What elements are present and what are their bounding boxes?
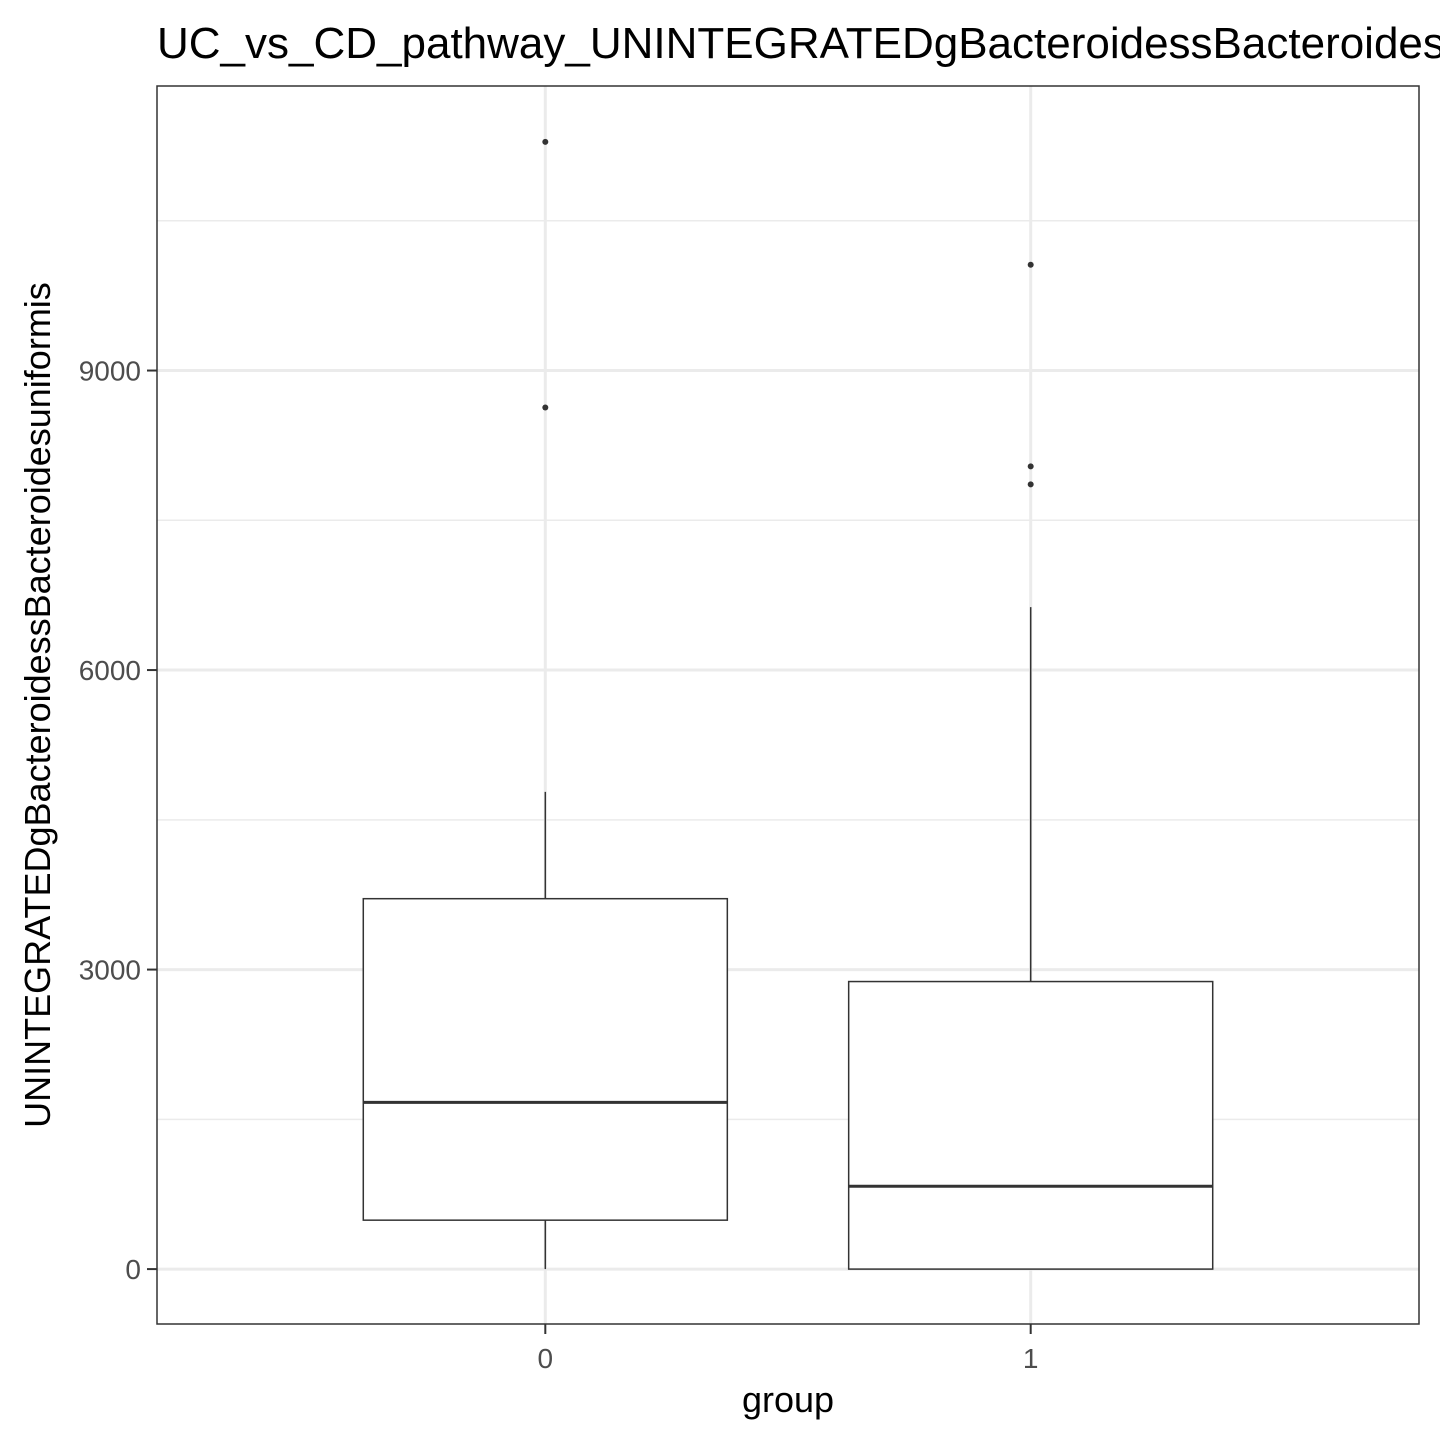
box-group-0 (362, 138, 729, 1270)
box-group-1 (847, 261, 1214, 1270)
outlier-point (1027, 261, 1034, 268)
x-tick-label: 0 (538, 1343, 554, 1374)
axes: 0 3000 6000 9000 0 1 (79, 356, 1039, 1374)
box-iqr (362, 897, 729, 1221)
outlier-point (1027, 481, 1034, 488)
chart-title: UC_vs_CD_pathway_UNINTEGRATEDgBacteroide… (157, 19, 1440, 68)
x-tick-label: 1 (1023, 1343, 1039, 1374)
grid-lines (157, 86, 1419, 1324)
box-iqr (847, 980, 1214, 1270)
outlier-point (542, 138, 549, 145)
y-tick-label: 6000 (79, 655, 141, 686)
outlier-point (542, 404, 549, 411)
panel-border (156, 85, 1420, 1325)
y-axis-title: UNINTEGRATEDgBacteroidessBacteroidesunif… (17, 282, 58, 1128)
x-axis-title: group (742, 1379, 834, 1420)
box-layer (362, 138, 1214, 1270)
y-tick-label: 3000 (79, 955, 141, 986)
y-tick-label: 0 (125, 1254, 141, 1285)
y-tick-label: 9000 (79, 356, 141, 387)
outlier-point (1027, 463, 1034, 470)
